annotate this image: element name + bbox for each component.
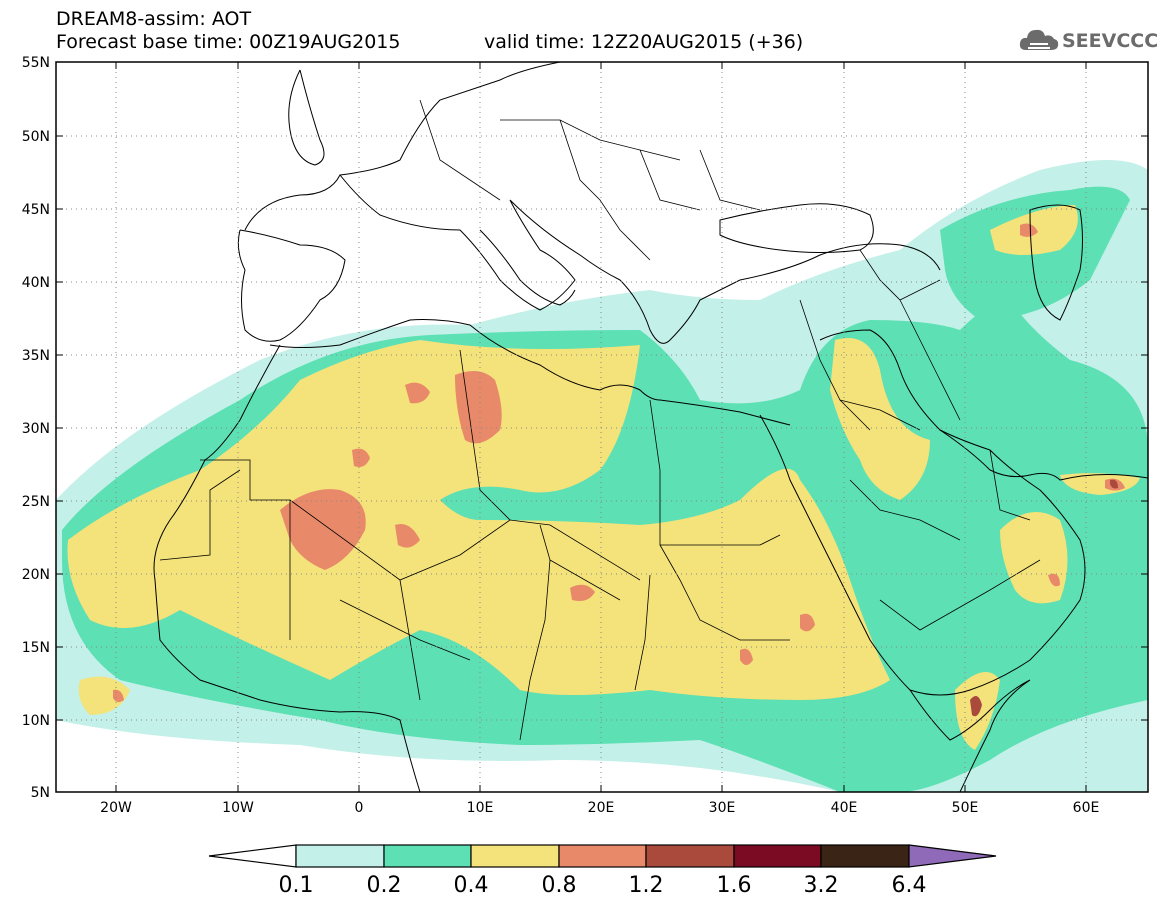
- colorbar-cell: [558, 844, 647, 868]
- coast-red-sea: [759, 329, 1086, 696]
- coast-horn-africa: [909, 679, 1031, 792]
- coast-west-africa: [153, 344, 421, 792]
- lon-label: 20E: [588, 800, 615, 816]
- colorbar-label: 0.2: [367, 873, 402, 898]
- lat-label: 15N: [22, 640, 50, 656]
- coast-italy: [479, 229, 576, 306]
- logo-text: SEEVCCC: [1062, 30, 1159, 52]
- coast-black-sea: [719, 203, 874, 253]
- colorbar-label: 3.2: [804, 873, 839, 898]
- colorbar-label: 6.4: [892, 873, 927, 898]
- colorbar-low-arrow: [208, 844, 297, 868]
- aot-band-0.8-algeria: [455, 371, 502, 444]
- colorbar-cell: [470, 844, 560, 868]
- aot-band-0.8-f: [800, 613, 815, 632]
- lat-label: 5N: [31, 785, 50, 801]
- lat-label: 35N: [22, 348, 50, 364]
- colorbar: [208, 844, 997, 868]
- map-frame: [55, 61, 1149, 793]
- aot-band-0.4-west: [78, 676, 130, 715]
- lon-label: 0: [355, 800, 364, 816]
- lat-label: 40N: [22, 275, 50, 291]
- colorbar-cell: [733, 844, 822, 868]
- colorbar-cell: [383, 844, 472, 868]
- lon-label: 60E: [1073, 800, 1100, 816]
- country-borders: [159, 99, 1041, 741]
- lon-label: 30E: [709, 800, 736, 816]
- colorbar-high-arrow: [908, 844, 997, 868]
- coast-uk: [288, 69, 325, 166]
- colorbar-label: 0.1: [279, 873, 314, 898]
- axis-ticks: [56, 61, 1148, 792]
- cloud-icon: [1019, 29, 1059, 50]
- latitude-labels: 55N 50N 45N 40N 35N 30N 25N 20N 15N 10N …: [22, 55, 50, 801]
- lon-label: 10W: [222, 800, 254, 816]
- aot-band-0.8-c: [395, 524, 420, 548]
- colorbar-cell: [295, 844, 385, 868]
- aot-band-0.8-mali: [280, 489, 366, 570]
- aot-band-0.8-d: [570, 584, 595, 601]
- lon-label: 20W: [100, 800, 132, 816]
- aot-band-1.2-somalia: [970, 696, 982, 717]
- seevccc-logo: SEEVCCC: [1018, 24, 1158, 58]
- aot-band-1.2-gulf: [1110, 479, 1118, 489]
- lat-label: 50N: [22, 129, 50, 145]
- colorbar-labels: 0.1 0.2 0.4 0.8 1.2 1.6 3.2 6.4: [279, 873, 927, 898]
- aot-band-0.4: [67, 340, 890, 700]
- aot-shading: [56, 160, 1148, 792]
- coast-europe: [244, 62, 941, 344]
- aot-band-0.8-a: [405, 382, 430, 404]
- aot-band-0.8-g: [1020, 223, 1038, 237]
- gridlines: [56, 62, 1148, 792]
- lon-label: 10E: [467, 800, 494, 816]
- lon-label: 40E: [831, 800, 858, 816]
- valid-time: valid time: 12Z20AUG2015 (+36): [484, 31, 804, 53]
- aot-band-0.8-h: [1048, 573, 1060, 587]
- colorbar-label: 1.2: [629, 873, 664, 898]
- aot-band-0.8-e: [740, 648, 753, 665]
- lat-label: 20N: [22, 567, 50, 583]
- lat-label: 55N: [22, 55, 50, 71]
- model-title: DREAM8-assim: AOT: [56, 8, 252, 30]
- coast-persian-gulf: [939, 429, 1148, 481]
- lat-label: 10N: [22, 713, 50, 729]
- lat-label: 45N: [22, 202, 50, 218]
- coast-caspian: [1029, 204, 1083, 321]
- colorbar-cell: [645, 844, 735, 868]
- forecast-base-time: Forecast base time: 00Z19AUG2015: [56, 31, 401, 53]
- lon-label: 50E: [952, 800, 979, 816]
- colorbar-label: 0.8: [542, 873, 577, 898]
- lat-label: 25N: [22, 494, 50, 510]
- lat-label: 30N: [22, 421, 50, 437]
- colorbar-label: 1.6: [717, 873, 752, 898]
- coastlines: [153, 62, 1148, 792]
- colorbar-label: 0.4: [454, 873, 489, 898]
- aot-band-0.4-arabia: [830, 338, 930, 500]
- aot-band-0.8-b: [352, 448, 370, 467]
- colorbar-cell: [820, 844, 910, 868]
- longitude-labels: 20W 10W 0 10E 20E 30E 40E 50E 60E: [100, 800, 1099, 816]
- coast-iberia-africa: [237, 229, 791, 426]
